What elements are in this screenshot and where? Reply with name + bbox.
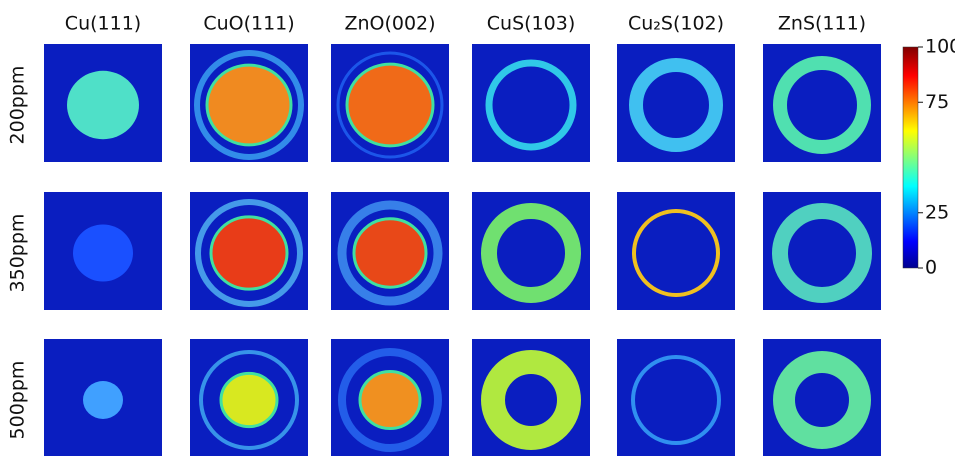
- map-panel: [44, 339, 162, 456]
- column-label: CuS(103): [487, 13, 575, 35]
- colorbar-tick-label: 25: [925, 201, 949, 223]
- map-disc: [347, 64, 433, 146]
- column-label: Cu(111): [65, 13, 141, 35]
- colorbar-tick-label: 75: [925, 91, 949, 113]
- map-panel: [331, 339, 449, 456]
- map-panel: [331, 44, 449, 162]
- map-disc: [221, 373, 277, 426]
- map-panel: [617, 339, 735, 456]
- map-panel: [190, 339, 308, 456]
- column-label: CuO(111): [203, 13, 294, 35]
- row-label: 200ppm: [7, 66, 29, 145]
- map-disc: [360, 372, 420, 429]
- map-disc: [354, 219, 426, 287]
- column-label: ZnS(111): [778, 13, 866, 35]
- map-panel: [331, 192, 449, 310]
- column-label: Cu₂S(102): [628, 13, 724, 35]
- map-panel: [190, 44, 308, 162]
- map-disc: [207, 65, 291, 145]
- map-blob: [67, 71, 139, 139]
- row-label: 350ppm: [7, 214, 29, 293]
- colorbar: [903, 47, 918, 268]
- figure: Cu(111) CuO(111) ZnO(002) CuS(103) Cu₂S(102)…: [0, 0, 955, 456]
- map-panel: [763, 192, 881, 310]
- map-panel: [472, 339, 590, 456]
- map-disc: [211, 217, 287, 289]
- map-panel: [617, 44, 735, 162]
- map-panel: [44, 44, 162, 162]
- map-panel: [472, 44, 590, 162]
- map-panel: [763, 44, 881, 162]
- map-panel: [472, 192, 590, 310]
- map-panel: [617, 192, 735, 310]
- column-label: ZnO(002): [344, 13, 435, 35]
- map-panel: [763, 339, 881, 456]
- map-panel: [44, 192, 162, 310]
- colorbar-tick-label: 100: [925, 36, 955, 58]
- map-blob: [83, 381, 123, 419]
- map-panel: [190, 192, 308, 310]
- row-label: 500ppm: [7, 361, 29, 440]
- map-blob: [73, 225, 133, 282]
- colorbar-tick-label: 0: [925, 257, 937, 279]
